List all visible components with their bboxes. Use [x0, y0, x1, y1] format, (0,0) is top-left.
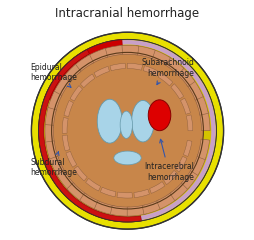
Polygon shape — [39, 40, 215, 221]
Polygon shape — [53, 77, 70, 97]
Polygon shape — [117, 192, 132, 198]
Text: Intracerebral
hemorrhage: Intracerebral hemorrhage — [144, 139, 193, 182]
Text: Epidural
hemorrhage: Epidural hemorrhage — [30, 63, 77, 87]
Polygon shape — [47, 91, 62, 112]
Polygon shape — [196, 139, 209, 160]
Polygon shape — [169, 181, 188, 201]
Polygon shape — [38, 49, 141, 222]
Ellipse shape — [131, 100, 154, 142]
Polygon shape — [181, 169, 198, 189]
Polygon shape — [143, 66, 158, 76]
Polygon shape — [183, 140, 191, 156]
Polygon shape — [62, 64, 81, 84]
Polygon shape — [94, 66, 109, 77]
Polygon shape — [127, 63, 142, 70]
Polygon shape — [94, 201, 114, 215]
Polygon shape — [45, 40, 122, 103]
Polygon shape — [64, 101, 73, 117]
Polygon shape — [85, 178, 100, 191]
Polygon shape — [194, 94, 208, 115]
Polygon shape — [142, 200, 162, 214]
Polygon shape — [186, 115, 192, 131]
Polygon shape — [163, 56, 183, 75]
Polygon shape — [87, 48, 107, 64]
Polygon shape — [110, 205, 129, 216]
Polygon shape — [66, 151, 76, 167]
Polygon shape — [102, 45, 122, 58]
Polygon shape — [127, 205, 146, 216]
Polygon shape — [150, 49, 170, 66]
Polygon shape — [157, 72, 172, 86]
Polygon shape — [38, 39, 216, 222]
Polygon shape — [80, 74, 94, 88]
Text: Intracranial hemorrhage: Intracranial hemorrhage — [55, 7, 199, 20]
Polygon shape — [119, 45, 138, 55]
Polygon shape — [45, 108, 56, 128]
Polygon shape — [156, 192, 176, 209]
Polygon shape — [62, 135, 70, 151]
Polygon shape — [199, 111, 209, 131]
Text: Subarachnoid
hemorrhage: Subarachnoid hemorrhage — [140, 58, 193, 84]
Text: Subdural
hemorrhage: Subdural hemorrhage — [30, 152, 77, 177]
Polygon shape — [62, 118, 68, 133]
Polygon shape — [45, 141, 58, 162]
Ellipse shape — [114, 151, 140, 165]
Polygon shape — [190, 154, 205, 175]
Ellipse shape — [120, 111, 132, 138]
Polygon shape — [180, 98, 190, 114]
Polygon shape — [174, 156, 186, 172]
Polygon shape — [79, 193, 100, 210]
Polygon shape — [74, 166, 87, 181]
Polygon shape — [109, 63, 125, 71]
Polygon shape — [133, 189, 149, 198]
Polygon shape — [51, 52, 203, 209]
Ellipse shape — [97, 99, 122, 143]
Polygon shape — [135, 46, 155, 59]
Polygon shape — [73, 55, 93, 73]
Polygon shape — [170, 84, 183, 99]
Polygon shape — [67, 183, 86, 202]
Polygon shape — [31, 32, 223, 229]
Polygon shape — [186, 79, 202, 100]
Polygon shape — [45, 125, 54, 145]
Polygon shape — [176, 66, 194, 87]
Polygon shape — [149, 182, 164, 193]
Polygon shape — [163, 170, 177, 185]
Ellipse shape — [148, 100, 170, 131]
Polygon shape — [100, 187, 116, 197]
Polygon shape — [57, 170, 75, 191]
Polygon shape — [70, 86, 82, 101]
Polygon shape — [50, 156, 65, 177]
